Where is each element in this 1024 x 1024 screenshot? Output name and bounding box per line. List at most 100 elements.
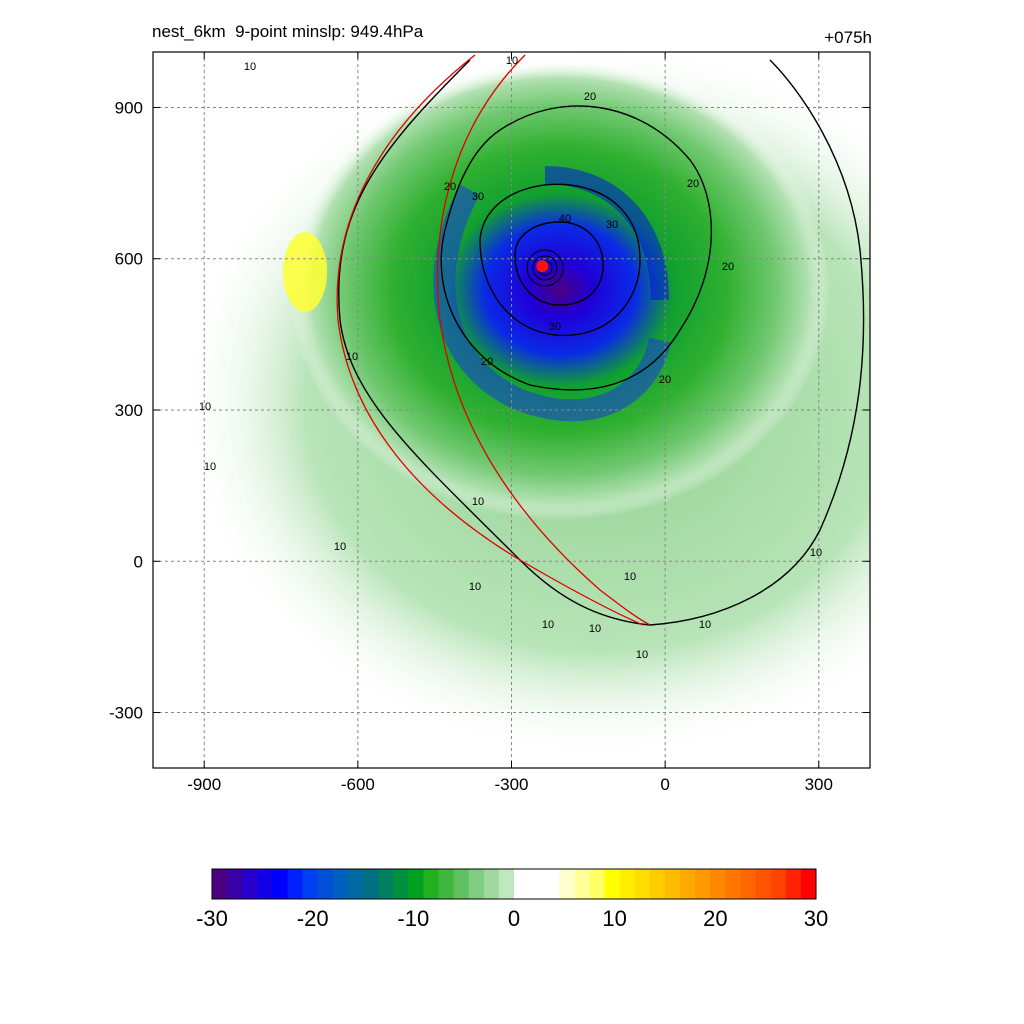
contour-label: 10 bbox=[699, 619, 711, 631]
contour-label: 10 bbox=[624, 571, 636, 583]
storm-shading bbox=[290, 60, 830, 520]
contours bbox=[338, 59, 865, 626]
colorbar-swatch bbox=[302, 869, 319, 899]
colorbar-tick-label: 30 bbox=[804, 906, 828, 931]
contour-label: 10 bbox=[506, 55, 518, 67]
colorbar-swatch bbox=[604, 869, 621, 899]
contour-label: 20 bbox=[584, 91, 596, 103]
colorbar-swatch bbox=[257, 869, 273, 899]
contour-label: 20 bbox=[687, 178, 699, 190]
colorbar-swatch bbox=[800, 869, 817, 899]
colorbar-tick-label: 10 bbox=[602, 906, 626, 931]
colorbar-swatch bbox=[514, 869, 530, 899]
colorbar-swatch bbox=[468, 869, 485, 899]
colorbar-swatch bbox=[423, 869, 439, 899]
x-tick-label: 300 bbox=[805, 775, 833, 794]
contour-label: 10 bbox=[334, 541, 346, 553]
x-tick-label: 0 bbox=[660, 775, 669, 794]
contour-label: 10 bbox=[636, 649, 648, 661]
y-tick-label: 300 bbox=[115, 401, 143, 420]
contour-label: 10 bbox=[469, 581, 481, 593]
colorbar-tick-label: -30 bbox=[196, 906, 228, 931]
colorbar-swatch bbox=[272, 869, 288, 899]
colorbar-tick-label: 20 bbox=[703, 906, 727, 931]
contour-label: 40 bbox=[559, 213, 571, 225]
x-tick-label: -600 bbox=[341, 775, 375, 794]
colorbar-swatch bbox=[574, 869, 590, 899]
colorbar-swatch bbox=[408, 869, 424, 899]
colorbar-swatch bbox=[710, 869, 726, 899]
forecast-hour: +075h bbox=[824, 28, 872, 47]
colorbar-swatch bbox=[755, 869, 772, 899]
colorbar-ticks: -30 -20 -10 0 10 20 30 bbox=[196, 906, 828, 931]
x-tick-label: -300 bbox=[494, 775, 528, 794]
spiral-band bbox=[544, 166, 669, 301]
y-tick-label: 900 bbox=[115, 98, 143, 117]
contour-40 bbox=[514, 221, 604, 306]
colorbar-swatch bbox=[725, 869, 741, 899]
colorbar-swatch bbox=[363, 869, 379, 899]
colorbar-swatch bbox=[287, 869, 304, 899]
colorbar-swatch bbox=[483, 869, 500, 899]
eyewall-contour bbox=[526, 249, 564, 287]
colorbar-swatch bbox=[332, 869, 349, 899]
colorbar-swatch bbox=[695, 869, 711, 899]
contour-label: 10 bbox=[589, 623, 601, 635]
colorbar-swatch bbox=[589, 869, 606, 899]
colorbar-swatch bbox=[212, 869, 228, 899]
contour-label: 10 bbox=[244, 61, 256, 73]
y-axis: 900 600 300 0 -300 bbox=[109, 98, 870, 723]
contour-label: 30 bbox=[606, 219, 618, 231]
contour-label: 10 bbox=[542, 619, 554, 631]
contour-label: 20 bbox=[659, 374, 671, 386]
track-line-east bbox=[436, 54, 651, 626]
contour-label: 20 bbox=[722, 261, 734, 273]
contour-label: 10 bbox=[472, 496, 484, 508]
contour-label: 20 bbox=[444, 181, 456, 193]
contour-30 bbox=[479, 183, 641, 337]
colorbar-swatch bbox=[347, 869, 364, 899]
colorbar-swatch bbox=[453, 869, 470, 899]
colorbar-swatch bbox=[544, 869, 560, 899]
y-tick-label: 0 bbox=[134, 552, 143, 571]
colorbar-tick-label: -10 bbox=[397, 906, 429, 931]
colorbar-swatch bbox=[634, 869, 651, 899]
plot-area: 10 10 10 10 10 10 10 10 10 10 10 10 10 10 20 20 20 20 20 20… bbox=[152, 51, 871, 769]
colorbar bbox=[211, 868, 817, 900]
y-tick-label: 600 bbox=[115, 250, 143, 269]
contour-label: 30 bbox=[472, 191, 484, 203]
y-tick-label: -300 bbox=[109, 704, 143, 723]
colorbar-swatch bbox=[740, 869, 757, 899]
contour-labels: 10 10 10 10 10 10 10 10 10 10 10 10 10 10 20 20 20 20 20 20… bbox=[199, 55, 822, 661]
colorbar-frame bbox=[211, 868, 817, 900]
colorbar-swatch bbox=[529, 869, 545, 899]
contour-label: 10 bbox=[199, 401, 211, 413]
positive-patch bbox=[283, 232, 327, 312]
grid bbox=[153, 52, 870, 768]
colorbar-swatch bbox=[770, 869, 787, 899]
colorbar-swatch bbox=[227, 869, 243, 899]
colorbar-swatch bbox=[619, 869, 636, 899]
contour-label: 10 bbox=[810, 547, 822, 559]
contour-label: 30 bbox=[549, 321, 561, 333]
colorbar-swatch bbox=[559, 869, 575, 899]
contour-20 bbox=[440, 105, 712, 391]
colorbar-swatch bbox=[393, 869, 409, 899]
contour-10 bbox=[338, 59, 865, 626]
colorbar-swatch bbox=[498, 869, 515, 899]
plot-title: nest_6km 9-point minslp: 949.4hPa bbox=[152, 22, 424, 41]
x-tick-label: -900 bbox=[187, 775, 221, 794]
x-axis: -900 -600 -300 0 300 bbox=[187, 52, 833, 794]
colorbar-tick-label: 0 bbox=[508, 906, 520, 931]
colorbar-tick-label: -20 bbox=[297, 906, 329, 931]
storm-center-marker bbox=[536, 260, 549, 273]
colorbar-swatch bbox=[665, 869, 681, 899]
colorbar-swatch bbox=[649, 869, 666, 899]
contour-label: 20 bbox=[481, 356, 493, 368]
track-lines bbox=[336, 54, 651, 626]
colorbar-swatch bbox=[317, 869, 334, 899]
colorbar-swatch bbox=[680, 869, 696, 899]
colorbar-swatch bbox=[438, 869, 455, 899]
spiral-band bbox=[433, 184, 671, 422]
